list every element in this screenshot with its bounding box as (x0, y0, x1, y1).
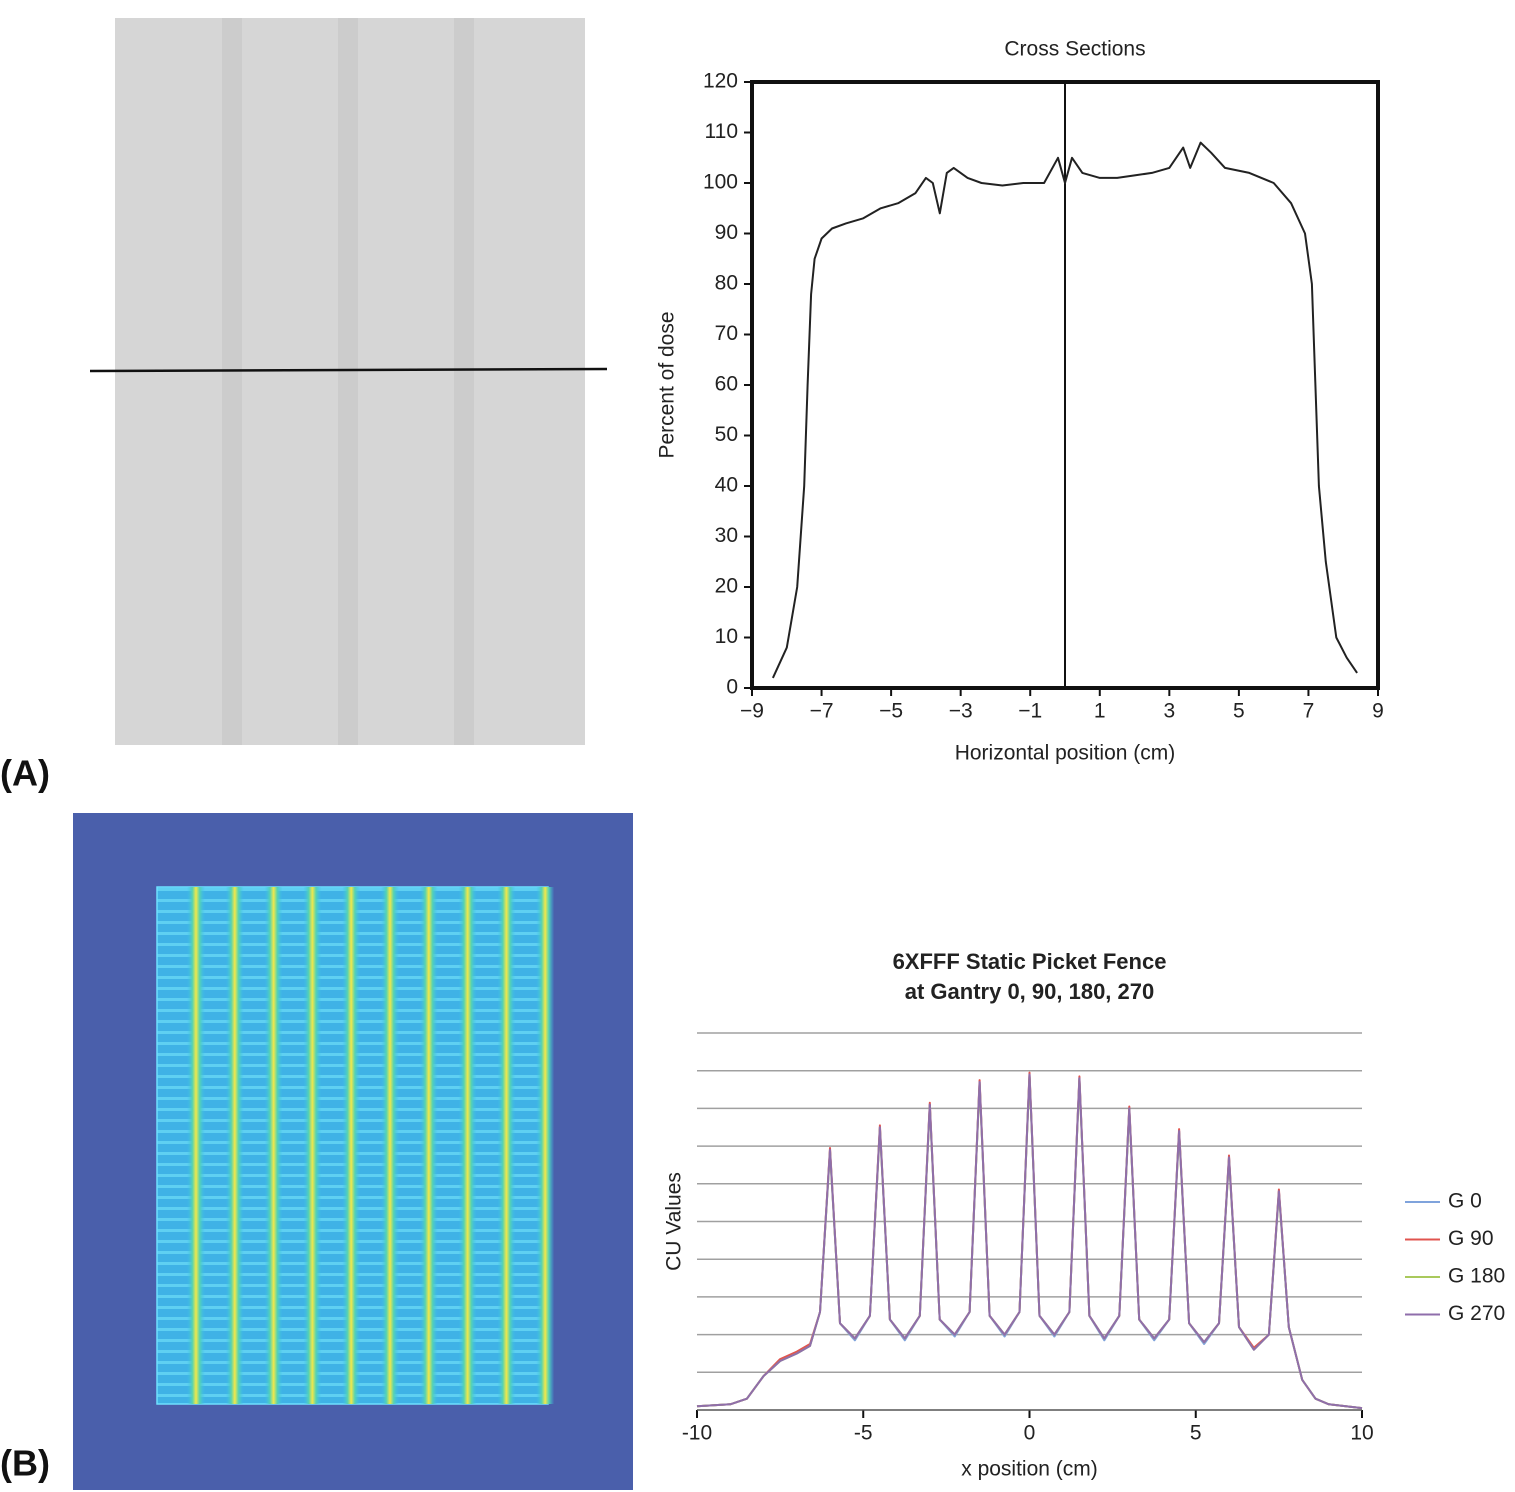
fence-stripe (303, 887, 322, 1404)
data-line (696, 1075, 1363, 1410)
x-tick-label: -10 (682, 1422, 712, 1445)
y-tick-label: 90 (715, 221, 738, 244)
x-axis-label: Horizontal position (cm) (955, 742, 1176, 765)
fence-stripe (264, 887, 283, 1404)
y-tick-label: 0 (726, 676, 738, 699)
data-line (696, 1071, 1363, 1410)
x-tick-label: 7 (1303, 700, 1315, 723)
y-tick-label: 80 (715, 272, 738, 295)
y-tick-label: 20 (715, 575, 738, 598)
y-tick-label: 120 (703, 70, 738, 93)
data-line (696, 1073, 1363, 1410)
legend-label: G 270 (1448, 1302, 1505, 1325)
panel-label: (A) (0, 753, 50, 794)
x-tick-label: -5 (854, 1422, 873, 1445)
y-tick-label: 70 (715, 322, 738, 345)
fence-stripe (381, 887, 399, 1404)
y-tick-label: 30 (715, 524, 738, 547)
data-line (696, 1073, 1363, 1410)
x-tick-label: 5 (1233, 700, 1245, 723)
data-line (771, 141, 1358, 679)
fence-stripe (497, 887, 516, 1404)
x-tick-label: 5 (1190, 1422, 1202, 1445)
fence-stripe (419, 887, 438, 1404)
y-tick-label: 110 (705, 120, 738, 143)
x-tick-label: −7 (810, 700, 834, 723)
legend-label: G 90 (1448, 1227, 1494, 1250)
y-tick-label: 50 (715, 423, 738, 446)
x-tick-label: 10 (1350, 1422, 1373, 1445)
epid-image (73, 813, 633, 1490)
x-tick-label: 9 (1372, 700, 1384, 723)
fence-stripe (536, 887, 555, 1404)
panel-label: (B) (0, 1443, 50, 1484)
x-tick-label: 3 (1163, 700, 1175, 723)
chart-title: 6XFFF Static Picket Fence (893, 949, 1167, 974)
fence-stripe (458, 887, 477, 1404)
x-tick-label: 1 (1094, 700, 1106, 723)
x-tick-label: −9 (740, 700, 764, 723)
chart-title: at Gantry 0, 90, 180, 270 (905, 979, 1155, 1004)
x-tick-label: 0 (1024, 1422, 1036, 1445)
chart-title: Cross Sections (1004, 38, 1145, 61)
y-tick-label: 40 (715, 474, 738, 497)
x-tick-label: −5 (879, 700, 903, 723)
fence-stripe (342, 887, 361, 1404)
fence-stripe (225, 887, 244, 1404)
legend-label: G 0 (1448, 1190, 1482, 1213)
legend-label: G 180 (1448, 1265, 1505, 1288)
y-tick-label: 60 (715, 373, 738, 396)
fence-stripe (187, 887, 205, 1404)
x-axis-label: x position (cm) (961, 1458, 1098, 1481)
y-axis-label: CU Values (663, 1172, 686, 1271)
x-tick-label: −3 (949, 700, 973, 723)
film-image (89, 18, 608, 745)
y-axis-label: Percent of dose (656, 311, 679, 458)
y-tick-label: 100 (703, 171, 738, 194)
y-tick-label: 10 (715, 625, 738, 648)
x-tick-label: −1 (1018, 700, 1042, 723)
